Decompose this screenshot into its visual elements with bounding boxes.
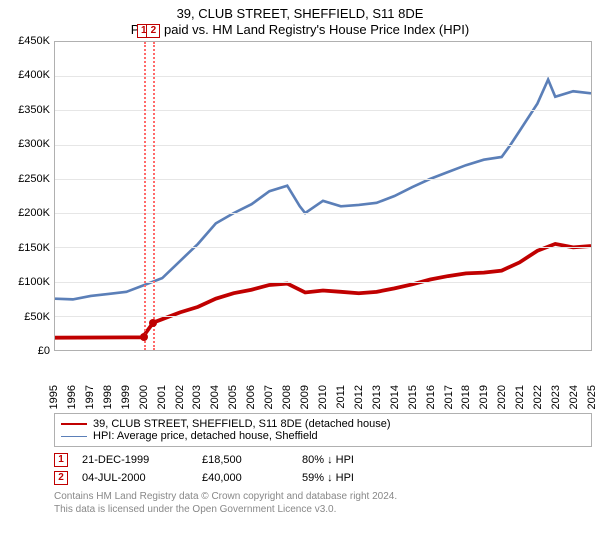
event-marker: 2 [146, 24, 160, 38]
event-price: £40,000 [202, 472, 302, 484]
gridline [55, 247, 591, 248]
x-tick-label: 2003 [191, 385, 203, 409]
attribution-line: Contains HM Land Registry data © Crown c… [54, 491, 592, 504]
chart-title: 39, CLUB STREET, SHEFFIELD, S11 8DE [8, 6, 592, 21]
x-tick-label: 2008 [281, 385, 293, 409]
gridline [55, 213, 591, 214]
y-tick-label: £300K [18, 138, 50, 150]
x-tick-label: 1999 [120, 385, 132, 409]
gridline [55, 76, 591, 77]
x-tick-label: 1998 [102, 385, 114, 409]
x-tick-label: 1997 [84, 385, 96, 409]
chart-area: £0 £50K £100K £150K £200K £250K £300K £350K £400… [8, 41, 592, 411]
x-tick-label: 2012 [353, 385, 365, 409]
x-tick-label: 2004 [209, 385, 221, 409]
gridline [55, 110, 591, 111]
x-tick-label: 2020 [496, 385, 508, 409]
x-tick-label: 2017 [443, 385, 455, 409]
events-table: 1 21-DEC-1999£18,50080% ↓ HPI 2 04-JUL-2000… [54, 453, 592, 489]
event-vline [153, 42, 155, 350]
chart-container: 39, CLUB STREET, SHEFFIELD, S11 8DE Pric… [0, 0, 600, 560]
line-layer [55, 42, 591, 350]
x-tick-label: 2024 [568, 385, 580, 409]
event-pct: 59% ↓ HPI [302, 472, 422, 484]
event-pct: 80% ↓ HPI [302, 454, 422, 466]
chart-subtitle: Price paid vs. HM Land Registry's House … [8, 22, 592, 37]
y-tick-label: £200K [18, 207, 50, 219]
x-tick-label: 2023 [550, 385, 562, 409]
legend-row: 39, CLUB STREET, SHEFFIELD, S11 8DE (det… [61, 418, 585, 430]
y-tick-label: £250K [18, 173, 50, 185]
x-tick-label: 2013 [371, 385, 383, 409]
plot-area: 12 [54, 41, 592, 351]
event-date: 04-JUL-2000 [82, 472, 202, 484]
y-tick-label: £0 [38, 345, 50, 357]
y-axis: £0£50K£100K£150K£200K£250K£300K£350K£400… [8, 41, 54, 351]
x-tick-label: 2022 [532, 385, 544, 409]
series-line-price_paid [55, 244, 591, 338]
x-tick-label: 2018 [460, 385, 472, 409]
x-tick-label: 2005 [227, 385, 239, 409]
legend-label: HPI: Average price, detached house, Shef… [93, 430, 318, 442]
x-tick-label: 2010 [317, 385, 329, 409]
gridline [55, 179, 591, 180]
y-tick-label: £400K [18, 69, 50, 81]
y-tick-label: £100K [18, 276, 50, 288]
legend-label: 39, CLUB STREET, SHEFFIELD, S11 8DE (det… [93, 418, 391, 430]
gridline [55, 316, 591, 317]
attribution-line: This data is licensed under the Open Gov… [54, 504, 592, 517]
legend-swatch [61, 436, 87, 437]
x-tick-label: 1995 [48, 385, 60, 409]
y-tick-label: £50K [24, 311, 50, 323]
y-tick-label: £350K [18, 104, 50, 116]
x-tick-label: 2000 [138, 385, 150, 409]
x-tick-label: 2025 [586, 385, 598, 409]
sale-dot [140, 333, 148, 341]
x-tick-label: 1996 [66, 385, 78, 409]
y-tick-label: £450K [18, 35, 50, 47]
event-row: 2 04-JUL-2000£40,00059% ↓ HPI [54, 471, 592, 485]
event-id-box: 1 [54, 453, 68, 467]
x-tick-label: 2016 [425, 385, 437, 409]
x-tick-label: 2007 [263, 385, 275, 409]
event-vline [144, 42, 146, 350]
y-tick-label: £150K [18, 242, 50, 254]
event-date: 21-DEC-1999 [82, 454, 202, 466]
x-tick-label: 2014 [389, 385, 401, 409]
event-row: 1 21-DEC-1999£18,50080% ↓ HPI [54, 453, 592, 467]
event-price: £18,500 [202, 454, 302, 466]
x-tick-label: 2011 [335, 385, 347, 409]
gridline [55, 145, 591, 146]
gridline [55, 282, 591, 283]
attribution: Contains HM Land Registry data © Crown c… [54, 491, 592, 516]
x-tick-label: 2006 [245, 385, 257, 409]
legend-swatch [61, 423, 87, 425]
x-tick-label: 2021 [514, 385, 526, 409]
event-id-box: 2 [54, 471, 68, 485]
x-tick-label: 2015 [407, 385, 419, 409]
legend: 39, CLUB STREET, SHEFFIELD, S11 8DE (det… [54, 413, 592, 447]
x-tick-label: 2002 [174, 385, 186, 409]
title-block: 39, CLUB STREET, SHEFFIELD, S11 8DE Pric… [8, 6, 592, 37]
x-tick-label: 2019 [478, 385, 490, 409]
x-tick-label: 2001 [156, 385, 168, 409]
x-axis: 1995199619971998199920002001200220032004… [54, 353, 592, 393]
legend-row: HPI: Average price, detached house, Shef… [61, 430, 585, 442]
x-tick-label: 2009 [299, 385, 311, 409]
sale-dot [149, 319, 157, 327]
